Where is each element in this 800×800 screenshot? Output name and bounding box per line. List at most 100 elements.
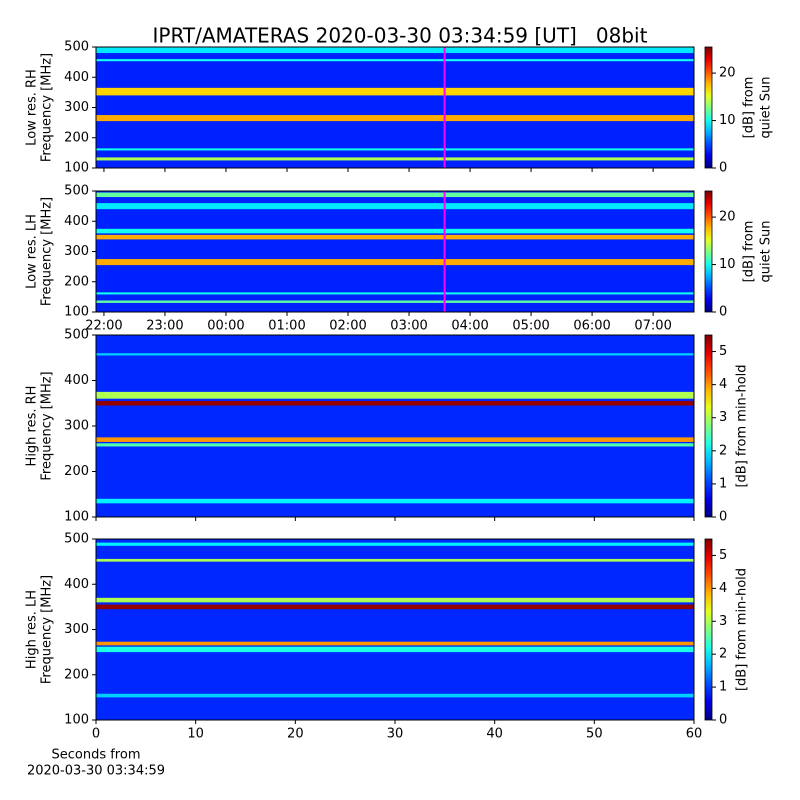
y-tick-label: 500 xyxy=(64,328,89,343)
band xyxy=(96,391,694,399)
background xyxy=(96,539,694,720)
colorbar xyxy=(704,190,713,313)
colorbar-tick-label: 4 xyxy=(719,581,727,596)
colorbar xyxy=(704,46,713,169)
colorbar-label: quiet Sun xyxy=(759,220,774,282)
colorbar-tick-label: 3 xyxy=(719,410,727,425)
x-tick-label: 0 xyxy=(92,727,100,742)
colorbar-tick-label: 2 xyxy=(719,443,727,458)
y-tick-label: 300 xyxy=(64,244,89,259)
y-tick-label: 300 xyxy=(64,419,89,434)
colorbar-tick-label: 10 xyxy=(719,113,736,128)
background xyxy=(96,335,694,517)
y-tick-label: 400 xyxy=(64,70,89,85)
band xyxy=(96,47,694,54)
y-axis-label: Frequency [MHz] xyxy=(40,575,55,684)
x-tick-label: 03:00 xyxy=(390,319,427,334)
colorbar-tick-label: 5 xyxy=(719,344,727,359)
band xyxy=(96,604,694,610)
x-axis-label: 2020-03-30 03:34:59 xyxy=(27,764,165,779)
y-axis-label: Low res. RH xyxy=(25,69,40,146)
band xyxy=(96,115,694,122)
y-tick-label: 100 xyxy=(64,713,89,728)
y-tick-label: 400 xyxy=(64,577,89,592)
x-tick-label: 01:00 xyxy=(268,319,305,334)
colorbar-label: quiet Sun xyxy=(759,76,774,138)
band xyxy=(96,353,694,356)
x-tick-label: 22:00 xyxy=(85,319,122,334)
y-tick-label: 100 xyxy=(64,305,89,320)
colorbar-tick-label: 4 xyxy=(719,377,727,392)
colorbar-tick-label: 20 xyxy=(719,210,736,225)
y-tick-label: 200 xyxy=(64,274,89,289)
y-tick-label: 500 xyxy=(64,40,89,55)
figure-title: IPRT/AMATERAS 2020-03-30 03:34:59 [UT] 0… xyxy=(153,24,648,48)
x-tick-label: 50 xyxy=(586,727,603,742)
y-tick-label: 400 xyxy=(64,214,89,229)
y-tick-label: 200 xyxy=(64,667,89,682)
band xyxy=(96,558,694,562)
background xyxy=(96,47,694,168)
colorbar-tick-label: 1 xyxy=(719,680,727,695)
band xyxy=(96,292,694,295)
band xyxy=(96,542,694,546)
x-tick-label: 04:00 xyxy=(451,319,488,334)
band xyxy=(96,157,694,161)
y-axis-label: Low res. LH xyxy=(25,214,40,289)
band xyxy=(96,228,694,234)
y-tick-label: 200 xyxy=(64,464,89,479)
y-tick-label: 300 xyxy=(64,100,89,115)
band xyxy=(96,400,694,406)
x-tick-label: 07:00 xyxy=(634,319,671,334)
y-axis-label: Frequency [MHz] xyxy=(40,197,55,306)
colorbar-tick-label: 0 xyxy=(719,305,727,320)
band xyxy=(96,498,694,504)
band xyxy=(96,641,694,646)
x-tick-label: 30 xyxy=(387,727,404,742)
colorbar-tick-label: 2 xyxy=(719,647,727,662)
y-axis-label: Frequency [MHz] xyxy=(40,53,55,162)
y-tick-label: 500 xyxy=(64,532,89,547)
colorbar-tick-label: 0 xyxy=(719,510,727,525)
band xyxy=(96,234,694,240)
band xyxy=(96,203,694,210)
colorbar-label: [dB] from xyxy=(742,221,757,283)
y-tick-label: 500 xyxy=(64,184,89,199)
y-tick-label: 300 xyxy=(64,622,89,637)
background xyxy=(96,191,694,312)
y-tick-label: 100 xyxy=(64,510,89,525)
x-tick-label: 06:00 xyxy=(573,319,610,334)
band xyxy=(96,597,694,603)
x-tick-label: 02:00 xyxy=(329,319,366,334)
y-axis-label: High res. RH xyxy=(25,386,40,467)
colorbar-label: [dB] from min-hold xyxy=(735,364,750,487)
band xyxy=(96,693,694,698)
band xyxy=(96,87,694,96)
band xyxy=(96,443,694,447)
band xyxy=(96,300,694,303)
colorbar-label: [dB] from min-hold xyxy=(735,568,750,691)
colorbar-tick-label: 20 xyxy=(719,66,736,81)
colorbar-tick-label: 1 xyxy=(719,476,727,491)
x-tick-label: 40 xyxy=(486,727,503,742)
colorbar-tick-label: 10 xyxy=(719,257,736,272)
colorbar-tick-label: 3 xyxy=(719,614,727,629)
y-axis-label: High res. LH xyxy=(25,590,40,669)
x-tick-label: 60 xyxy=(686,727,703,742)
colorbar xyxy=(704,334,713,518)
colorbar-tick-label: 0 xyxy=(719,713,727,728)
band xyxy=(96,192,694,198)
band xyxy=(96,437,694,442)
colorbar xyxy=(704,538,713,721)
x-tick-label: 23:00 xyxy=(146,319,183,334)
x-tick-label: 20 xyxy=(287,727,304,742)
colorbar-tick-label: 5 xyxy=(719,548,727,563)
y-tick-label: 400 xyxy=(64,373,89,388)
x-tick-label: 05:00 xyxy=(512,319,549,334)
band xyxy=(96,59,694,62)
x-tick-label: 10 xyxy=(187,727,204,742)
x-tick-label: 00:00 xyxy=(207,319,244,334)
y-tick-label: 100 xyxy=(64,161,89,176)
y-axis-label: Frequency [MHz] xyxy=(40,371,55,480)
